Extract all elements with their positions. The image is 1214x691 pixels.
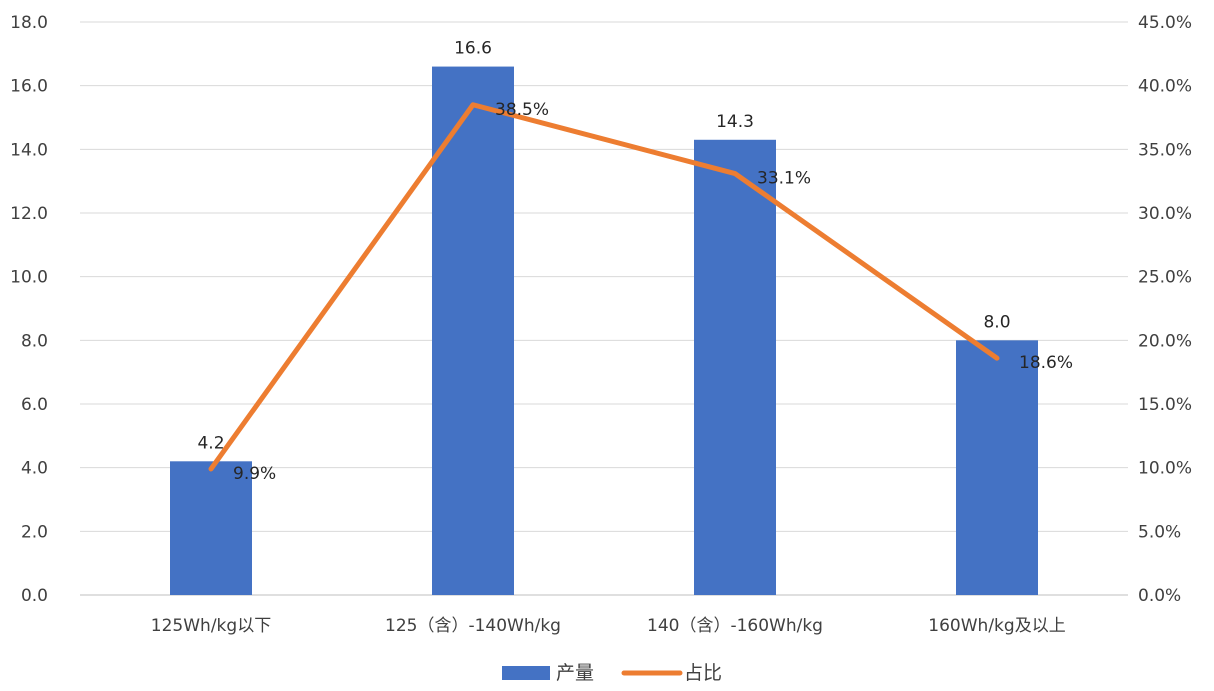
data-labels: 4.2 16.6 14.3 8.0 9.9% 38.5% 33.1% 18.6% [197, 39, 1073, 484]
line-point [734, 173, 736, 175]
y-right-tick-label: 30.0% [1138, 204, 1192, 224]
legend-label-line: 占比 [684, 662, 722, 684]
bar-data-label: 8.0 [983, 312, 1010, 332]
bar-data-label: 14.3 [716, 112, 754, 132]
line-series [208, 102, 1000, 472]
line-point [472, 104, 474, 106]
y-left-tick-label: 8.0 [21, 331, 48, 351]
legend-label-bar: 产量 [556, 662, 594, 684]
y-left-tick-label: 4.0 [21, 459, 48, 479]
y-left-tick-label: 10.0 [10, 268, 48, 288]
line-data-label: 38.5% [495, 100, 549, 120]
y-right-tick-label: 35.0% [1138, 140, 1192, 160]
y-right-tick-label: 45.0% [1138, 13, 1192, 33]
line-series-path [208, 102, 1000, 472]
line-data-label: 33.1% [757, 169, 811, 189]
bar-data-label: 16.6 [454, 39, 492, 59]
y-left-tick-label: 18.0 [10, 13, 48, 33]
y-left-tick-label: 14.0 [10, 140, 48, 160]
y-left-tick-label: 12.0 [10, 204, 48, 224]
y-left-tick-label: 16.0 [10, 77, 48, 97]
bar-data-label: 4.2 [197, 433, 224, 453]
bar [956, 340, 1038, 595]
legend-swatch-bar [502, 666, 550, 680]
y-left-tick-label: 6.0 [21, 395, 48, 415]
y-right-tick-label: 10.0% [1138, 459, 1192, 479]
y-right-tick-label: 20.0% [1138, 331, 1192, 351]
line-data-label: 18.6% [1019, 353, 1073, 373]
line-data-label: 9.9% [233, 464, 276, 484]
y-right-tick-label: 40.0% [1138, 77, 1192, 97]
y-right-tick-label: 5.0% [1138, 522, 1181, 542]
bar [170, 461, 252, 595]
axis-tick-labels: 0.0 0.0% 2.0 5.0% 4.0 10.0% 6.0 15.0% 8.0 20.0% 10… [10, 13, 1192, 636]
x-tick-label: 160Wh/kg及以上 [928, 616, 1065, 636]
bar [694, 139, 776, 596]
y-right-tick-label: 25.0% [1138, 268, 1192, 288]
line-point [210, 468, 212, 470]
bar [432, 66, 514, 596]
x-tick-label: 140（含）-160Wh/kg [647, 616, 823, 636]
y-left-tick-label: 2.0 [21, 522, 48, 542]
x-tick-label: 125（含）-140Wh/kg [385, 616, 561, 636]
x-tick-label: 125Wh/kg以下 [151, 616, 271, 636]
line-point [996, 357, 998, 359]
y-left-tick-label: 0.0 [21, 586, 48, 606]
bar-series [170, 66, 1038, 596]
legend: 产量 占比 [502, 662, 722, 684]
y-right-tick-label: 0.0% [1138, 586, 1181, 606]
y-right-tick-label: 15.0% [1138, 395, 1192, 415]
